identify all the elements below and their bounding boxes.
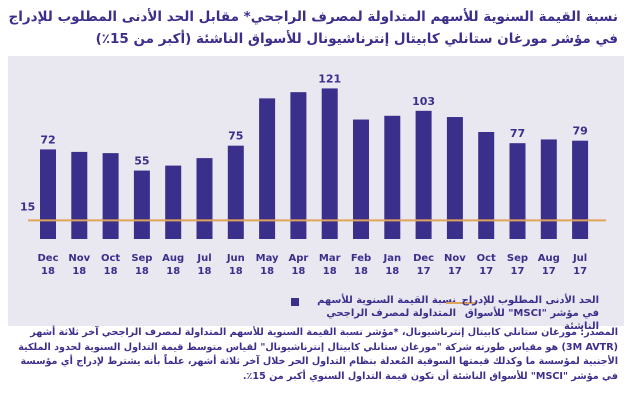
x-tick-year: 18 <box>323 266 337 277</box>
bar-jul-18 <box>196 158 213 239</box>
bar-sep-17 <box>509 143 526 239</box>
bar-feb-18 <box>353 119 369 239</box>
bar-oct-17 <box>478 131 495 239</box>
x-tick-month: Oct <box>101 253 120 264</box>
x-tick-month: Aug <box>538 253 560 264</box>
x-tick-month: Dec <box>413 253 434 264</box>
x-tick-year: 18 <box>198 266 212 277</box>
bar-apr-18 <box>290 92 307 240</box>
bar-mar-18 <box>321 88 338 239</box>
threshold-label: 15 <box>20 200 35 213</box>
data-label: 55 <box>134 155 149 168</box>
bar-chart: Dec 18 72 Nov 18 Oct 18 Sep 18 55 Aug 18 Jul 18 Jun 18 7… <box>20 72 606 277</box>
bar-dec-17 <box>415 110 432 239</box>
chart-title-line-1: نسبة القيمة السنوية للأسهم المتداولة لمص… <box>8 9 619 25</box>
source-note: المصدر: مورغان ستانلي كابيتال إنترناشيون… <box>18 327 618 382</box>
x-tick-month: Dec <box>37 253 58 264</box>
x-tick-year: 18 <box>72 266 86 277</box>
data-label: 103 <box>412 95 435 108</box>
x-tick-month: Nov <box>68 253 90 264</box>
x-tick-year: 17 <box>511 266 525 277</box>
x-tick-year: 18 <box>104 266 118 277</box>
data-label: 75 <box>228 130 243 143</box>
x-tick-month: Apr <box>288 253 308 264</box>
x-tick-year: 18 <box>385 266 399 277</box>
bar-jun-18 <box>227 145 244 239</box>
x-tick-year: 18 <box>135 266 149 277</box>
bar-aug-17 <box>540 139 557 239</box>
x-tick-month: Sep <box>507 253 528 264</box>
data-label: 79 <box>572 125 587 138</box>
x-tick-year: 17 <box>573 266 587 277</box>
bar-may-18 <box>259 98 276 239</box>
x-tick-year: 18 <box>260 266 274 277</box>
x-tick-month: Jul <box>572 253 587 264</box>
x-tick-month: Oct <box>477 253 496 264</box>
x-tick-month: Feb <box>351 253 371 264</box>
bar-nov-18 <box>71 151 88 239</box>
bar-dec-18 <box>40 149 56 239</box>
x-tick-year: 17 <box>542 266 556 277</box>
x-tick-year: 18 <box>229 266 243 277</box>
x-tick-year: 18 <box>291 266 305 277</box>
x-tick-year: 18 <box>354 266 368 277</box>
x-tick-month: Mar <box>319 253 341 264</box>
x-tick-month: Nov <box>444 253 466 264</box>
bar-nov-17 <box>446 117 463 239</box>
bar-jul-17 <box>572 140 589 239</box>
x-tick-year: 17 <box>479 266 493 277</box>
data-label: 121 <box>318 72 341 85</box>
chart-panel: Dec 18 72 Nov 18 Oct 18 Sep 18 55 Aug 18 Jul 18 Jun 18 7… <box>8 56 624 332</box>
data-label: 77 <box>510 127 525 140</box>
x-tick-month: May <box>256 253 279 264</box>
legend-bars-label: نسبة القيمة السنوية للأسهم المتداولة لمص… <box>317 295 456 319</box>
x-tick-year: 17 <box>417 266 431 277</box>
x-tick-year: 18 <box>166 266 180 277</box>
bar-jan-18 <box>384 115 401 239</box>
x-tick-month: Jan <box>383 253 402 264</box>
bar-aug-18 <box>165 165 182 239</box>
chart-title-line-2: في مؤشر مورغان ستانلي كابيتال إنترناشيون… <box>95 31 618 47</box>
data-label: 72 <box>40 133 55 146</box>
bar-sep-18 <box>133 170 150 239</box>
legend-bar-swatch <box>291 298 299 306</box>
x-tick-year: 18 <box>41 266 55 277</box>
x-tick-month: Sep <box>131 253 152 264</box>
bar-oct-18 <box>102 153 119 239</box>
x-tick-month: Jul <box>196 253 211 264</box>
x-tick-year: 17 <box>448 266 462 277</box>
x-tick-month: Aug <box>162 253 184 264</box>
x-tick-month: Jun <box>226 253 245 264</box>
legend-threshold-label: الحد الأدنى المطلوب للإدراج في مؤشر "MSC… <box>461 295 599 332</box>
legend-threshold-swatch <box>446 302 476 304</box>
